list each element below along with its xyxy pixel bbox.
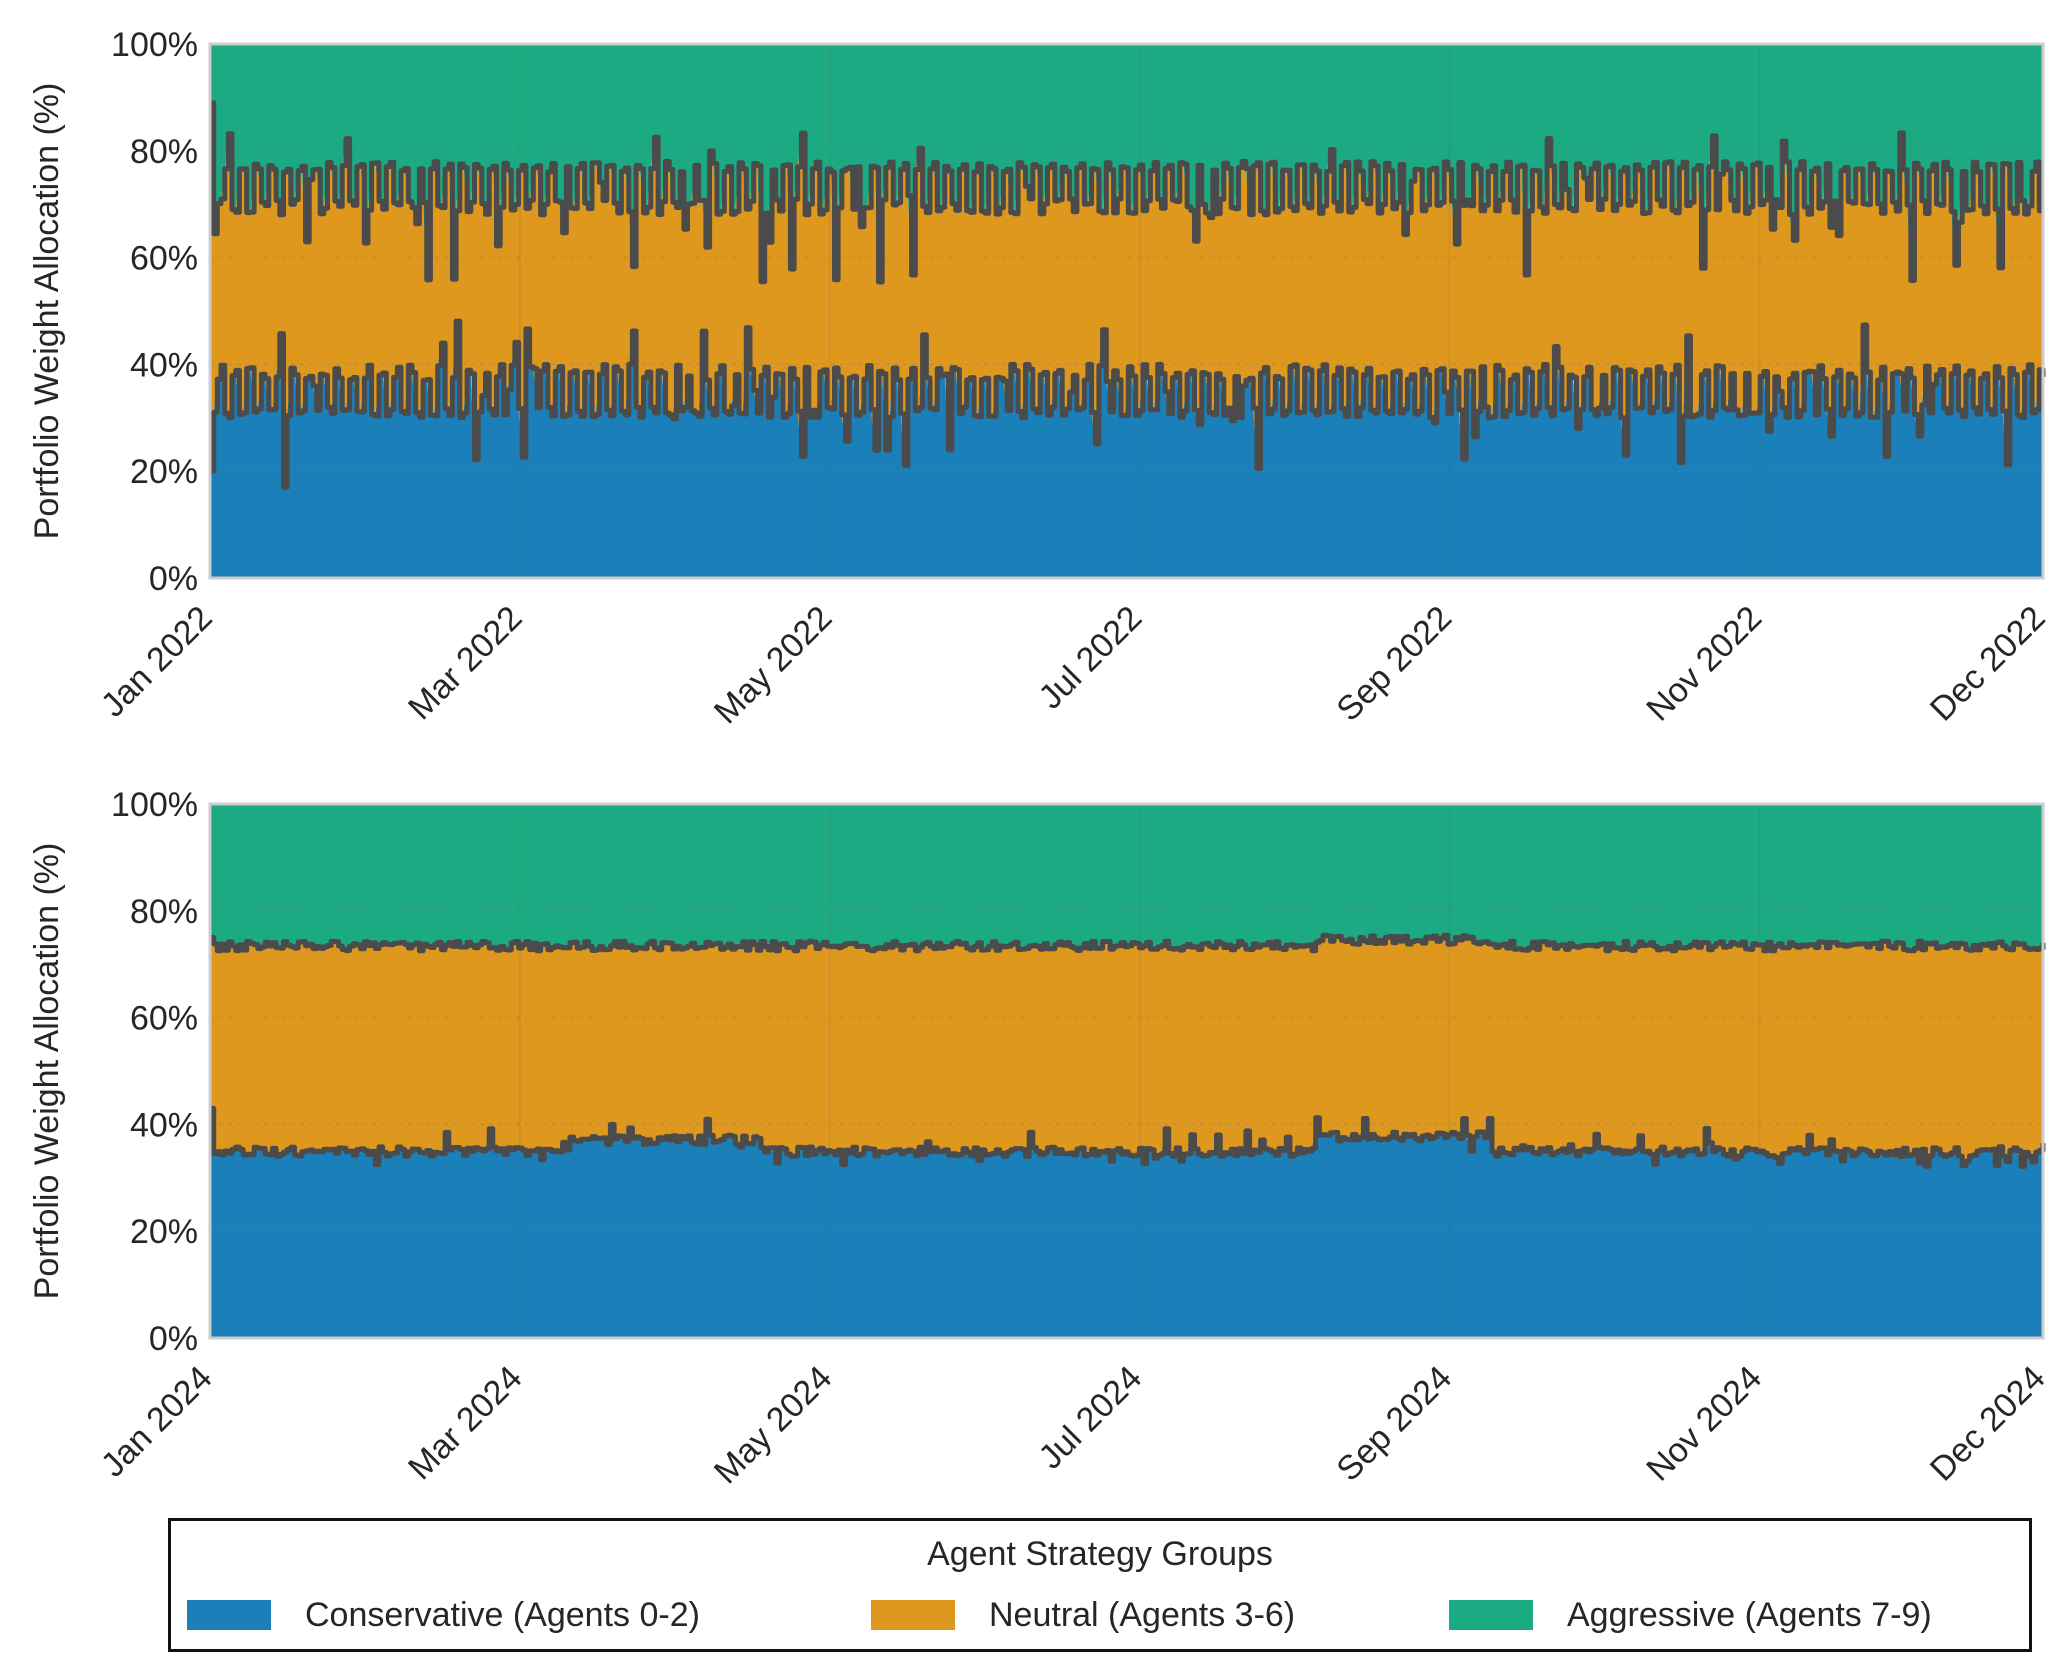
area-aggressive xyxy=(210,44,2043,282)
y-tick-label: 100% xyxy=(111,26,198,64)
x-tick-label: Jan 2022 xyxy=(94,599,220,725)
legend-swatch-aggressive xyxy=(1449,1600,1533,1630)
x-tick-label: Sep 2024 xyxy=(1329,1359,1459,1489)
x-tick-label: May 2024 xyxy=(707,1359,839,1491)
x-tick-label: Jul 2024 xyxy=(1032,1359,1150,1477)
legend-title: Agent Strategy Groups xyxy=(927,1535,1273,1573)
legend-swatch-neutral xyxy=(871,1600,955,1630)
y-tick-label: 0% xyxy=(149,560,198,598)
x-tick-label: Jul 2022 xyxy=(1032,599,1150,717)
x-tick-label: Sep 2022 xyxy=(1329,599,1459,729)
x-tick-label: Dec 2024 xyxy=(1923,1359,2053,1489)
legend-item-aggressive: Aggressive (Agents 7-9) xyxy=(1449,1593,1932,1637)
legend-label-aggressive: Aggressive (Agents 7-9) xyxy=(1567,1595,1932,1634)
y-tick-label: 20% xyxy=(130,1213,198,1251)
x-tick-label: Mar 2024 xyxy=(401,1359,529,1487)
legend-item-conservative: Conservative (Agents 0-2) xyxy=(187,1593,700,1637)
x-tick-label: Nov 2022 xyxy=(1639,599,1769,729)
y-tick-label: 60% xyxy=(130,240,198,278)
area-neutral xyxy=(210,102,2043,488)
plot-frame xyxy=(208,42,2045,580)
x-tick-label: Nov 2024 xyxy=(1639,1359,1769,1489)
y-tick-label: 20% xyxy=(130,453,198,491)
boundary-line-lower xyxy=(210,1105,2046,1169)
y-tick-label: 100% xyxy=(111,786,198,824)
y-tick-label: 0% xyxy=(149,1320,198,1358)
y-axis-title: Portfolio Weight Allocation (%) xyxy=(28,843,66,1300)
y-tick-label: 40% xyxy=(130,346,198,384)
y-tick-label: 80% xyxy=(130,893,198,931)
area-conservative xyxy=(210,1108,2043,1338)
boundary-line-lower xyxy=(210,318,2046,490)
y-axis-title: Portfolio Weight Allocation (%) xyxy=(28,83,66,540)
legend-label-conservative: Conservative (Agents 0-2) xyxy=(305,1595,700,1634)
y-tick-label: 40% xyxy=(130,1106,198,1144)
x-tick-label: May 2022 xyxy=(707,599,839,731)
legend: Agent Strategy Groups Conservative (Agen… xyxy=(168,1518,2032,1652)
legend-item-neutral: Neutral (Agents 3-6) xyxy=(871,1593,1295,1637)
legend-swatch-conservative xyxy=(187,1600,271,1630)
area-aggressive xyxy=(210,804,2043,951)
y-tick-label: 60% xyxy=(130,1000,198,1038)
legend-label-neutral: Neutral (Agents 3-6) xyxy=(989,1595,1296,1634)
boundary-line-upper xyxy=(210,100,2043,285)
chart-panel-2022: 0% 20% 40% 60% 80% 100% Jan 2022 Mar 2022 May 20… xyxy=(28,26,2053,731)
boundary-line-upper xyxy=(210,932,2046,954)
area-neutral xyxy=(210,935,2043,1167)
plot-frame xyxy=(208,802,2045,1340)
x-tick-label: Mar 2022 xyxy=(401,599,529,727)
x-tick-label: Dec 2022 xyxy=(1923,599,2053,729)
y-tick-label: 80% xyxy=(130,133,198,171)
x-tick-label: Jan 2024 xyxy=(94,1359,220,1485)
chart-panel-2024: 0% 20% 40% 60% 80% 100% Jan 2024 Mar 2024 May 20… xyxy=(28,786,2053,1491)
